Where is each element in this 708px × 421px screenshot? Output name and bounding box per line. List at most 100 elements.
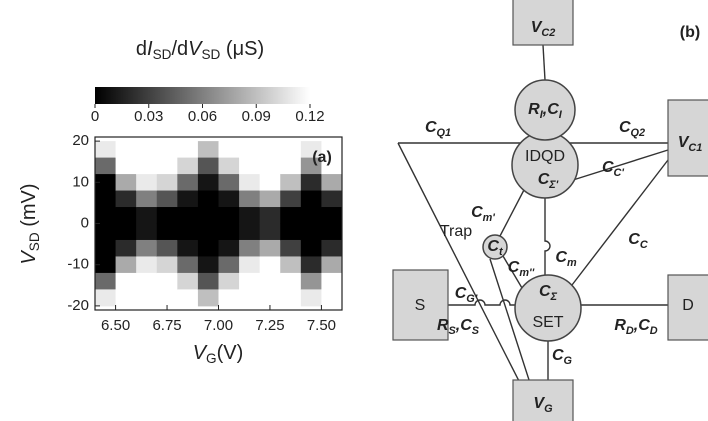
label-part: C [640,239,648,251]
heat-cell [198,273,219,290]
heat-cell [198,240,219,257]
label-part: S [415,297,426,314]
heat-cell [157,289,178,306]
label-part: m'' [519,267,534,279]
circuit-label: CQ2 [619,119,645,139]
label-part: Q1 [437,127,452,139]
heat-cell [219,256,240,273]
heat-cell [177,256,198,273]
heat-cell [219,191,240,208]
label-part: C [538,171,550,188]
heat-cell [157,273,178,290]
heat-cell [157,240,178,257]
heat-cell [260,191,281,208]
heat-cell [239,207,260,224]
heat-cell [280,224,301,241]
label-part: SD [27,232,42,251]
heat-cell [157,141,178,158]
heat-cell [95,191,116,208]
heat-cell [136,158,157,175]
label-part: IDQD [525,148,565,165]
label-part: C [552,347,564,364]
heat-cell [116,141,137,158]
heat-cell [95,141,116,158]
heat-cell [321,224,342,241]
heat-cell [280,158,301,175]
label-part: C [425,119,437,136]
heat-cell [157,174,178,191]
label-part: Σ [550,291,558,303]
label-part: (V) [217,342,244,364]
x-tick-label: 6.50 [101,317,130,334]
label-part: D [682,297,694,314]
label-part: D [650,325,658,337]
heat-cell [239,158,260,175]
figure: (a) (b) 00.030.060.090.12dISD/dVSD (μS)6… [0,0,708,421]
label-part: C [487,238,499,255]
heat-cell [95,158,116,175]
label-part: C1 [688,142,702,154]
circuit-label: CC [628,231,648,251]
label-part: Q2 [631,127,646,139]
label-part: C [555,249,567,266]
heat-cell [198,289,219,306]
label-part: m [567,257,577,269]
label-part: C2 [541,27,555,39]
heat-cell [116,158,137,175]
heat-cell [239,174,260,191]
heat-cell [198,224,219,241]
label-part: SET [532,314,563,331]
wire [398,143,520,383]
heat-cell [301,174,322,191]
heat-cell [116,174,137,191]
heat-cell [280,289,301,306]
x-tick-label: 7.00 [204,317,233,334]
heat-cell [321,174,342,191]
heat-cell [157,191,178,208]
label-part: C [638,317,650,334]
heat-cell [198,158,219,175]
circuit-label: Cm' [471,204,495,224]
heat-cell [301,207,322,224]
heat-cell [260,273,281,290]
heat-cell [301,240,322,257]
panel-label: (b) [680,24,700,41]
label-part: C [539,283,551,300]
heat-cell [177,141,198,158]
label-part: R [614,317,626,334]
heat-cell [95,207,116,224]
colorbar-label: dISD/dVSD (μS) [136,38,264,61]
y-tick-label: 20 [72,132,89,149]
heat-cell [198,191,219,208]
heat-cell [116,240,137,257]
label-part: m' [483,212,496,224]
heat-cell [321,256,342,273]
heat-cell [321,240,342,257]
label-part: d [136,38,147,60]
heat-cell [219,289,240,306]
circuit-label: RS,CS [437,317,480,337]
heat-cell [301,273,322,290]
heat-cell [177,174,198,191]
label-part: C [460,317,472,334]
heat-cell [260,224,281,241]
heat-cell [177,273,198,290]
y-tick-label: -10 [67,256,89,273]
circuit-label: SET [532,314,563,331]
heat-cell [260,207,281,224]
circuit-label: RD,CD [614,317,657,337]
heat-cell [260,289,281,306]
heat-cell [95,224,116,241]
circuit-label: IDQD [525,148,565,165]
heat-cell [177,224,198,241]
heat-cell [280,174,301,191]
label-part: C [619,119,631,136]
label-part: R [437,317,449,334]
circuit-label: Cm [555,249,577,269]
label-part: SD [201,47,220,62]
heat-cell [219,240,240,257]
heat-cell [239,240,260,257]
heat-cell [260,240,281,257]
box-label: D [682,297,694,314]
heat-cell [95,273,116,290]
